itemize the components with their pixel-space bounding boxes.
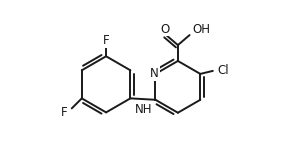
- Text: OH: OH: [192, 23, 210, 36]
- Text: N: N: [150, 67, 159, 80]
- Text: O: O: [160, 23, 169, 36]
- Text: Cl: Cl: [218, 64, 230, 77]
- Text: NH: NH: [135, 103, 153, 116]
- Text: F: F: [61, 106, 68, 119]
- Text: F: F: [103, 34, 109, 47]
